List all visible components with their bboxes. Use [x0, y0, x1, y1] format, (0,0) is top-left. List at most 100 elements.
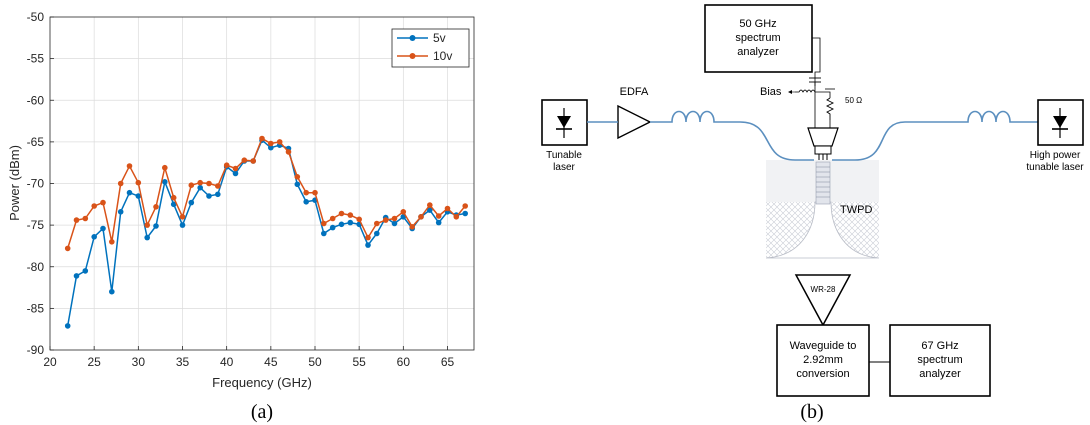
data-point-5v	[232, 170, 239, 177]
data-point-5v	[100, 225, 106, 232]
x-tick-label: 25	[87, 355, 101, 369]
data-point-5v	[117, 209, 124, 215]
x-tick-label: 40	[220, 355, 234, 369]
y-tick-label: -80	[27, 260, 45, 274]
data-point-10v	[268, 140, 274, 147]
data-point-10v	[188, 182, 195, 188]
spectrum-67-line-3: analyzer	[919, 368, 961, 380]
resistor-icon	[825, 97, 835, 120]
x-tick-label: 65	[441, 355, 455, 369]
data-point-5v	[153, 223, 159, 229]
data-point-10v	[215, 183, 221, 189]
y-tick-label: -85	[27, 301, 45, 315]
series-line-5v	[66, 138, 466, 327]
data-point-5v	[365, 242, 371, 248]
data-point-5v	[321, 230, 327, 237]
data-point-5v	[162, 179, 168, 185]
x-axis-label: Frequency (GHz)	[212, 375, 312, 390]
data-point-5v	[197, 184, 203, 191]
edfa-amplifier-icon	[617, 104, 652, 140]
data-point-10v	[276, 139, 283, 145]
data-point-5v	[91, 234, 97, 240]
caption-a: (a)	[251, 401, 273, 423]
data-point-5v	[427, 207, 433, 213]
data-point-10v	[179, 214, 186, 220]
data-point-5v	[188, 199, 195, 206]
data-point-10v	[135, 179, 142, 186]
data-point-5v	[206, 193, 212, 199]
data-point-10v	[329, 215, 336, 222]
x-tick-label: 55	[352, 355, 366, 369]
legend-label-5v: 5v	[433, 31, 446, 45]
data-point-10v	[347, 212, 354, 218]
rf-probe	[807, 127, 839, 160]
y-tick-label: -65	[27, 135, 45, 149]
data-point-10v	[153, 204, 159, 210]
taper-region	[765, 201, 880, 259]
data-point-5v	[435, 219, 442, 226]
data-point-5v	[82, 268, 89, 274]
series-line-10v	[66, 137, 466, 249]
data-point-10v	[365, 234, 371, 241]
data-point-10v	[435, 213, 442, 219]
conversion-line-3: conversion	[796, 368, 849, 380]
y-tick-label: -55	[27, 52, 45, 66]
data-point-5v	[135, 193, 142, 199]
legend: 5v 10v	[391, 28, 470, 68]
data-point-10v	[232, 165, 239, 172]
x-tick-label: 60	[397, 355, 411, 369]
data-point-10v	[427, 202, 433, 208]
x-tick-label: 35	[176, 355, 190, 369]
data-point-5v	[294, 181, 301, 188]
data-point-5v	[462, 210, 469, 217]
data-point-10v	[321, 220, 327, 227]
data-point-10v	[409, 224, 416, 230]
data-point-5v	[338, 221, 345, 228]
y-tick-label: -75	[27, 218, 45, 232]
data-point-5v	[73, 273, 80, 279]
axis-ticks: 20 25 30 35 40 45 50 55 60 65 -90 -85 -80 -75 -70 -65 -6…	[27, 10, 455, 369]
series-layer	[64, 135, 469, 329]
waveguide-conversion-box	[776, 324, 870, 397]
resistor-label: 50 Ω	[845, 96, 862, 105]
data-point-10v	[294, 174, 301, 180]
data-point-10v	[206, 180, 212, 187]
data-point-5v	[215, 191, 221, 198]
data-point-5v	[391, 220, 398, 227]
data-point-10v	[117, 180, 124, 187]
spectrum-50-line-2: spectrum	[735, 32, 780, 44]
tunable-laser-line-1: Tunable	[546, 150, 582, 161]
data-point-10v	[223, 162, 230, 168]
waveguide-horn-icon	[794, 274, 852, 327]
legend-marker-10v	[409, 53, 416, 59]
conversion-line-1: Waveguide to	[790, 340, 857, 352]
spectrum-50-line-1: 50 GHz	[739, 18, 776, 30]
data-point-10v	[338, 210, 345, 217]
optical-fiber	[587, 110, 1038, 161]
data-point-10v	[82, 215, 89, 222]
data-point-10v	[91, 203, 97, 209]
twpd-label: TWPD	[840, 204, 872, 216]
analyzer-50-cable	[812, 37, 821, 86]
data-point-10v	[197, 179, 203, 186]
laser-diode-icon	[1052, 108, 1068, 138]
data-point-5v	[64, 323, 71, 329]
inductor-icon	[795, 89, 816, 93]
y-axis-label: Power (dBm)	[7, 145, 22, 221]
data-point-5v	[268, 144, 274, 151]
legend-label-10v: 10v	[433, 49, 452, 63]
caption-b: (b)	[800, 401, 823, 423]
data-point-10v	[391, 215, 398, 222]
spectrum-67-line-2: spectrum	[917, 354, 962, 366]
bias-label: Bias	[760, 86, 782, 98]
data-point-10v	[144, 222, 150, 228]
data-point-5v	[329, 224, 336, 231]
y-tick-label: -50	[27, 10, 45, 24]
data-point-10v	[241, 157, 248, 163]
setup-diagram: 50 GHz spectrum analyzer Bias 50 Ω	[541, 4, 1084, 423]
spectrum-analyzer-50-box	[704, 4, 813, 73]
y-tick-label: -70	[27, 177, 45, 191]
data-point-10v	[259, 135, 265, 142]
laser-diode-icon	[556, 108, 572, 138]
